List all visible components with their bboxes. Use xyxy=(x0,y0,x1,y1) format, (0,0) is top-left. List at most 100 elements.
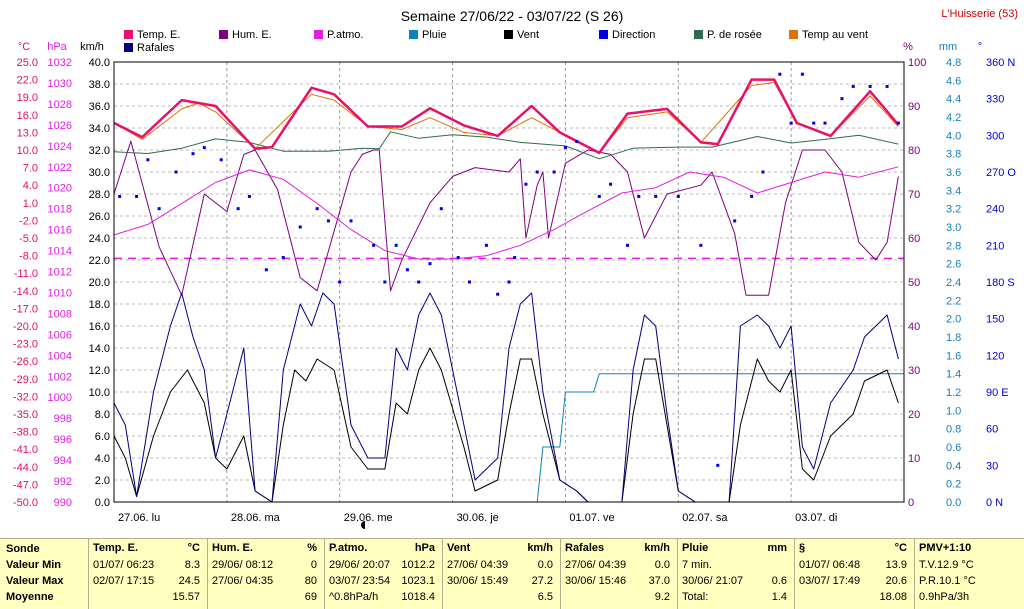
pres-tick: 1010 xyxy=(48,287,72,299)
stats-label-sonde: Sonde xyxy=(6,543,40,555)
series-line-pluie xyxy=(114,373,904,503)
stats-value: 20.6 xyxy=(885,575,907,587)
stats-value: 0.6 xyxy=(771,575,787,587)
stats-col-head: Pluie xyxy=(682,542,709,554)
direction-point xyxy=(496,292,500,296)
stats-col-unit: hPa xyxy=(414,542,435,554)
stats-cell: 03/07/ 17:49 xyxy=(799,575,861,587)
rain-tick: 4.4 xyxy=(946,94,961,106)
stats-col-unit: km/h xyxy=(644,542,670,554)
temp-tick: -17.0 xyxy=(13,303,38,315)
pres-tick: 992 xyxy=(54,476,72,488)
stats-col: Temp. E. °C 01/07/ 06:23 8.3 02/07/ 17:15 24.… xyxy=(88,539,208,609)
dir-tick: 60 xyxy=(986,424,998,436)
hum-tick: 70 xyxy=(908,189,920,201)
pres-tick: 1032 xyxy=(48,57,72,69)
temp-tick: -32.0 xyxy=(13,391,38,403)
stats-value: 80 xyxy=(304,575,317,587)
direction-point xyxy=(699,243,703,247)
series-layer xyxy=(113,72,904,503)
rain-tick: 1.2 xyxy=(946,387,961,399)
direction-point xyxy=(338,280,342,284)
dir-tick: 300 xyxy=(986,130,1004,142)
stats-col-unit: °C xyxy=(187,542,200,554)
pres-tick: 1000 xyxy=(48,392,72,404)
wind-tick: 18.0 xyxy=(89,299,110,311)
legend-swatch xyxy=(789,30,798,39)
direction-point xyxy=(326,219,330,223)
direction-point xyxy=(823,121,827,125)
hum-tick: 0 xyxy=(908,497,914,509)
wind-tick: 10.0 xyxy=(89,387,110,399)
rain-tick: 3.2 xyxy=(946,204,961,216)
direction-point xyxy=(191,152,195,156)
direction-point xyxy=(851,84,855,88)
temp-tick: -2.0 xyxy=(19,215,38,227)
direction-point xyxy=(789,121,793,125)
dir-tick: 120 xyxy=(986,350,1004,362)
series-line-p-de-ros-e xyxy=(113,131,899,160)
temp-tick: -23.0 xyxy=(13,339,38,351)
pres-tick: 998 xyxy=(54,413,72,425)
legend-label: P. de rosée xyxy=(707,29,762,41)
wind-tick: 4.0 xyxy=(95,453,110,465)
stats-col: PMV+1:10 T.V.12.9 °C P.R.10.1 °C 0.9hPa/3h xyxy=(914,539,1024,609)
direction-point xyxy=(157,207,161,211)
direction-point xyxy=(146,158,150,162)
rain-tick: 2.6 xyxy=(946,259,961,271)
rain-tick: 3.6 xyxy=(946,167,961,179)
rain-tick: 4.0 xyxy=(946,130,961,142)
wind-tick: 36.0 xyxy=(89,101,110,113)
direction-point xyxy=(778,72,782,76)
temp-tick: 7.0 xyxy=(23,163,38,175)
legend-swatch xyxy=(124,43,133,52)
legend-swatch xyxy=(219,30,228,39)
direction-point xyxy=(654,194,658,198)
rain-tick: 2.4 xyxy=(946,277,961,289)
stats-cell: T.V.12.9 °C xyxy=(919,559,974,571)
temp-tick: -14.0 xyxy=(13,286,38,298)
stats-col-head: P.atmo. xyxy=(329,542,368,554)
rain-tick: 3.4 xyxy=(946,185,961,197)
series-line-hum-e- xyxy=(113,140,899,296)
stats-col-unit: km/h xyxy=(527,542,553,554)
stats-value: 69 xyxy=(304,591,317,603)
legend-swatch xyxy=(124,30,133,39)
stats-label-max: Valeur Max xyxy=(6,575,64,587)
pres-tick: 1014 xyxy=(48,246,72,258)
stats-value: 37.0 xyxy=(648,575,670,587)
hum-tick: 60 xyxy=(908,233,920,245)
rain-tick: 1.8 xyxy=(946,332,961,344)
wind-tick: 20.0 xyxy=(89,277,110,289)
rain-tick: 0.6 xyxy=(946,442,961,454)
stats-col: Pluie mm 7 min. 30/06/ 21:07 0.6 Total: 1.4 xyxy=(677,539,795,609)
stats-cell: 29/06/ 08:12 xyxy=(212,559,274,571)
temp-tick: -35.0 xyxy=(13,409,38,421)
pres-tick: 1004 xyxy=(48,350,72,362)
pres-tick: 1020 xyxy=(48,183,72,195)
stats-cell: 01/07/ 06:48 xyxy=(799,559,861,571)
stats-col-head: Rafales xyxy=(565,542,605,554)
direction-point xyxy=(417,280,421,284)
direction-point xyxy=(439,207,443,211)
direction-point xyxy=(676,194,680,198)
series-line-rafales xyxy=(113,292,899,503)
temp-tick: -50.0 xyxy=(13,497,38,509)
legend-label: Direction xyxy=(612,29,655,41)
stats-cell: P.R.10.1 °C xyxy=(919,575,976,587)
stats-cell: 30/06/ 21:07 xyxy=(682,575,744,587)
wind-tick: 30.0 xyxy=(89,167,110,179)
stats-label-mean: Moyenne xyxy=(6,591,54,603)
series-line-vent xyxy=(113,347,899,503)
direction-point xyxy=(174,170,178,174)
stats-col-head: PMV+1:10 xyxy=(919,542,972,554)
axis-unit-label: ° xyxy=(978,41,982,53)
direction-point xyxy=(535,170,539,174)
stats-cell: 27/06/ 04:35 xyxy=(212,575,274,587)
stats-value: 13.9 xyxy=(885,559,907,571)
weather-chart: Semaine 27/06/22 - 03/07/22 (S 26) L'Hui… xyxy=(13,8,1018,529)
direction-point xyxy=(298,225,302,229)
rain-tick: 0.2 xyxy=(946,479,961,491)
pres-tick: 1028 xyxy=(48,99,72,111)
pres-tick: 1008 xyxy=(48,308,72,320)
